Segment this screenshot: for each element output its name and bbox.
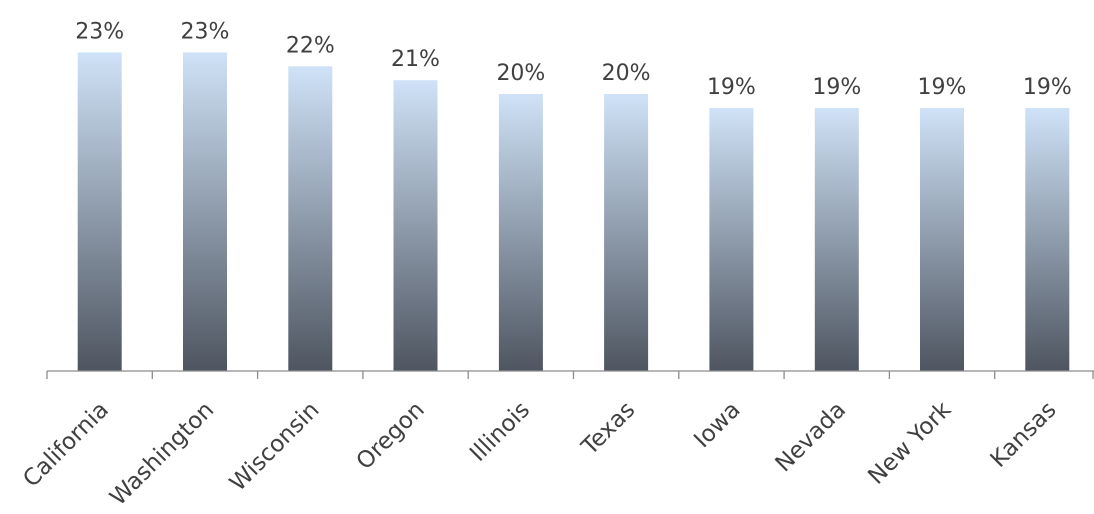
bars-group — [77, 52, 1070, 372]
category-label: Texas — [576, 397, 640, 461]
category-label: Kansas — [986, 397, 1062, 473]
data-label: 23% — [75, 19, 124, 44]
bar-kansas — [1025, 107, 1070, 372]
data-label: 19% — [1023, 75, 1072, 100]
bar-oregon — [393, 80, 438, 371]
category-label: New York — [863, 396, 956, 489]
category-label: California — [18, 397, 114, 493]
data-labels-group: 23% 23% 22% 21% 20% 20% 19% 19% 19% 19% — [75, 19, 1072, 100]
bar-washington — [183, 52, 227, 372]
category-label: Nevada — [771, 397, 851, 477]
category-label: Wisconsin — [225, 397, 325, 497]
data-label: 19% — [918, 75, 967, 100]
data-label: 23% — [181, 19, 230, 44]
bar-wisconsin — [288, 66, 333, 372]
data-label: 22% — [286, 33, 335, 58]
data-label: 19% — [812, 75, 861, 100]
bar-iowa — [709, 107, 754, 372]
category-label: Washington — [105, 397, 219, 511]
x-axis — [46, 370, 1094, 379]
category-label: Oregon — [352, 397, 430, 475]
category-label: Iowa — [689, 397, 745, 453]
bar-nevada — [814, 107, 859, 372]
bar-illinois — [498, 94, 543, 371]
category-label: Illinois — [465, 397, 535, 467]
data-label: 21% — [391, 47, 440, 72]
bar-texas — [604, 94, 649, 371]
data-label: 20% — [602, 61, 651, 86]
bar-new-york — [920, 107, 964, 372]
bar-california — [77, 52, 122, 372]
data-label: 19% — [707, 75, 756, 100]
data-label: 20% — [496, 61, 545, 86]
